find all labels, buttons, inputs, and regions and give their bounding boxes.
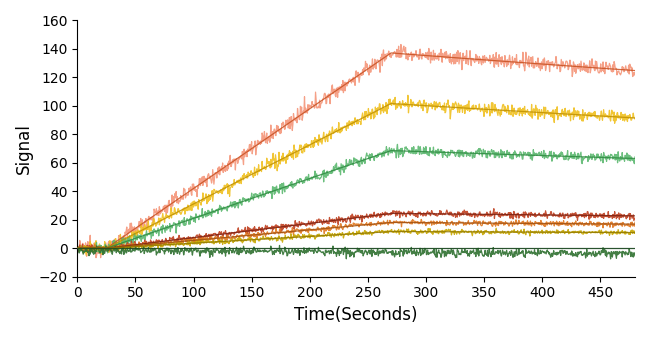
- Y-axis label: Signal: Signal: [15, 123, 33, 174]
- X-axis label: Time(Seconds): Time(Seconds): [294, 306, 418, 324]
